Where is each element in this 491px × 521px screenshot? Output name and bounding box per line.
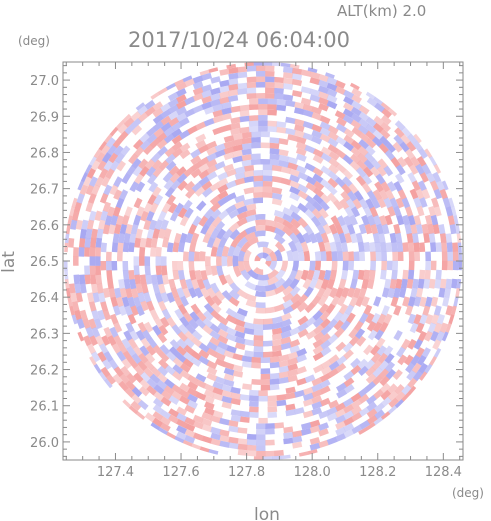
y-tick-label: 26.8 [30, 146, 59, 161]
y-tick-label: 26.3 [30, 327, 59, 342]
y-tick-label: 26.6 [30, 219, 59, 234]
y-axis-label: lat [0, 251, 19, 273]
negative-echo-cells [63, 62, 463, 460]
x-tick-label: 128.2 [359, 465, 396, 480]
x-tick-label: 128.0 [294, 465, 331, 480]
y-tick-label: 26.4 [30, 291, 59, 306]
x-tick-label: 127.4 [97, 465, 134, 480]
y-tick-label: 26.1 [30, 400, 59, 415]
y-tick-label: 27.0 [30, 74, 59, 89]
radar-field [63, 62, 463, 460]
y-tick-label: 26.0 [30, 436, 59, 451]
axis-ticks: 127.4 127.6 127.8 128.0 128.2 128.4 26.0 26.1 26… [30, 62, 463, 480]
y-tick-label: 26.9 [30, 110, 59, 125]
x-axis-label: lon [254, 505, 280, 521]
x-tick-label: 127.8 [228, 465, 265, 480]
x-tick-label: 128.4 [425, 465, 462, 480]
y-tick-label: 26.7 [30, 183, 59, 198]
y-tick-label: 26.5 [30, 255, 59, 270]
positive-echo-cells [64, 62, 462, 460]
chart-title: 2017/10/24 06:04:00 [128, 28, 350, 52]
radar-center [261, 259, 265, 263]
x-tick-label: 127.6 [162, 465, 199, 480]
altitude-label: ALT(km) 2.0 [337, 2, 426, 20]
y-tick-label: 26.2 [30, 364, 59, 379]
x-unit-label: (deg) [452, 486, 484, 500]
y-unit-label: (deg) [18, 34, 50, 48]
